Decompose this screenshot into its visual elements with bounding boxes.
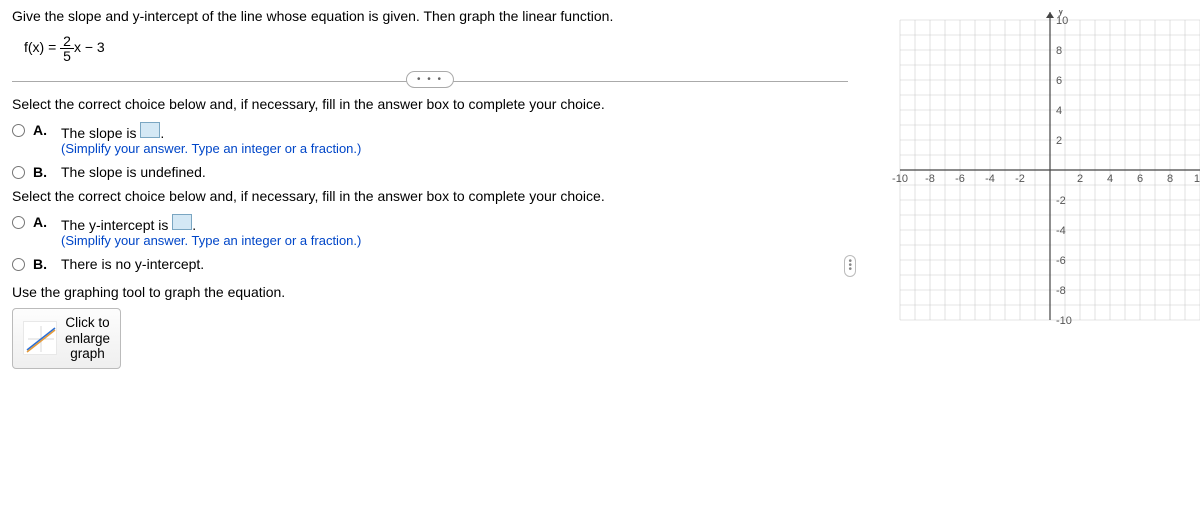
svg-text:y: y (1058, 10, 1064, 17)
problem-intro: Give the slope and y-intercept of the li… (12, 8, 848, 24)
fraction-numerator: 2 (60, 34, 74, 49)
svg-text:2: 2 (1077, 173, 1083, 185)
choice-letter-b2: B. (33, 256, 53, 272)
svg-text:-6: -6 (955, 173, 965, 185)
svg-text:6: 6 (1056, 75, 1062, 87)
slope-choice-b-radio[interactable] (12, 166, 25, 179)
yint-a-hint: (Simplify your answer. Type an integer o… (61, 233, 848, 248)
svg-text:-2: -2 (1015, 173, 1025, 185)
yint-a-prefix: The y-intercept is (61, 217, 172, 233)
eq-suffix: x − 3 (74, 39, 105, 55)
svg-text:-10: -10 (892, 173, 908, 185)
svg-text:8: 8 (1056, 45, 1062, 57)
yint-prompt: Select the correct choice below and, if … (12, 188, 848, 204)
svg-text:6: 6 (1137, 173, 1143, 185)
yint-a-suffix: . (192, 217, 196, 233)
svg-text:-10: -10 (1056, 315, 1072, 327)
slope-a-prefix: The slope is (61, 125, 140, 141)
fraction: 25 (60, 34, 74, 63)
yint-answer-input[interactable] (172, 214, 192, 230)
more-pill[interactable]: • • • (406, 71, 454, 88)
slope-choice-a-radio[interactable] (12, 124, 25, 137)
svg-text:-6: -6 (1056, 255, 1066, 267)
svg-text:-4: -4 (985, 173, 995, 185)
fraction-denominator: 5 (60, 49, 74, 63)
svg-text:-2: -2 (1056, 195, 1066, 207)
yint-choice-b-radio[interactable] (12, 258, 25, 271)
svg-text:-8: -8 (1056, 285, 1066, 297)
coordinate-graph[interactable]: -10-8-6-4-2246810-10-8-6-4-2246810xy (890, 10, 1200, 333)
choice-letter-a2: A. (33, 214, 53, 230)
enlarge-graph-button[interactable]: Click to enlarge graph (12, 308, 121, 369)
enlarge-graph-label: Click to enlarge graph (65, 315, 110, 362)
eq-prefix: f(x) = (24, 39, 60, 55)
slope-b-text: The slope is undefined. (61, 164, 848, 180)
svg-text:-4: -4 (1056, 225, 1066, 237)
svg-text:2: 2 (1056, 135, 1062, 147)
svg-text:-8: -8 (925, 173, 935, 185)
use-tool-text: Use the graphing tool to graph the equat… (12, 284, 848, 300)
slope-prompt: Select the correct choice below and, if … (12, 96, 848, 112)
svg-text:8: 8 (1167, 173, 1173, 185)
yint-choice-a-radio[interactable] (12, 216, 25, 229)
slope-answer-input[interactable] (140, 122, 160, 138)
choice-letter-a: A. (33, 122, 53, 138)
slope-a-hint: (Simplify your answer. Type an integer o… (61, 141, 848, 156)
svg-text:4: 4 (1056, 105, 1062, 117)
yint-b-text: There is no y-intercept. (61, 256, 848, 272)
svg-text:4: 4 (1107, 173, 1113, 185)
more-options-vertical[interactable]: ••• (844, 255, 856, 277)
svg-text:10: 10 (1194, 173, 1200, 185)
slope-a-suffix: . (160, 125, 164, 141)
graph-thumbnail-icon (23, 321, 57, 355)
equation: f(x) = 25x − 3 (12, 30, 848, 71)
choice-letter-b: B. (33, 164, 53, 180)
